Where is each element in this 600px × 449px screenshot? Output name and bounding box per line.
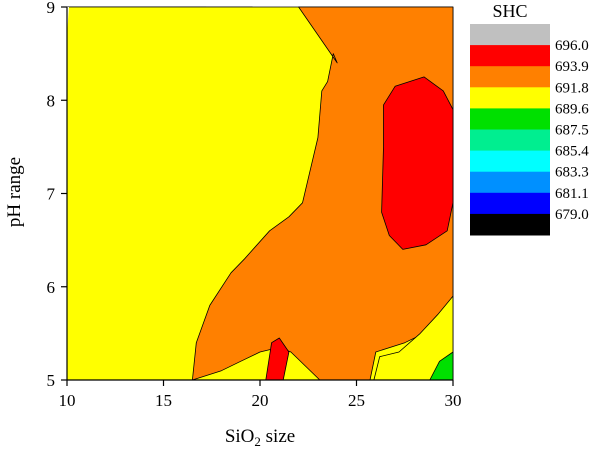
legend-level-687.5: 687.5 <box>555 123 589 139</box>
x-axis-label-main: SiO <box>225 426 255 447</box>
legend-level-696.0: 696.0 <box>555 38 589 54</box>
legend-title: SHC <box>492 1 527 21</box>
legend-level-693.9: 693.9 <box>555 59 589 75</box>
legend-labels: 696.0 693.9 691.8 689.6 687.5 685.4 683.3 681.1… <box>555 38 589 223</box>
x-axis-label: SiO2 size <box>225 426 295 449</box>
legend: SHC 696.0693.9691.8689.6687.5685.4683.36… <box>470 1 589 236</box>
x-tick-label-15: 15 <box>155 391 172 410</box>
x-tick-label-10: 10 <box>59 391 76 410</box>
legend-level-683.3: 683.3 <box>555 165 589 181</box>
legend-swatch-4 <box>470 108 550 130</box>
legend-swatch-9 <box>470 213 550 236</box>
contour-band-693.9-696.0-6 <box>381 76 454 250</box>
y-tick-label-7: 7 <box>47 185 56 204</box>
legend-swatches <box>470 24 550 236</box>
legend-level-685.4: 685.4 <box>555 144 589 160</box>
legend-swatch-2 <box>470 66 550 88</box>
legend-level-691.8: 691.8 <box>555 80 589 96</box>
x-axis-label-subscript: 2 <box>254 434 261 449</box>
x-tick-label-25: 25 <box>348 391 365 410</box>
legend-swatch-6 <box>470 150 550 173</box>
legend-swatch-7 <box>470 171 550 194</box>
legend-level-679.0: 679.0 <box>555 207 589 223</box>
legend-level-689.6: 689.6 <box>555 101 589 117</box>
legend-swatch-0 <box>470 24 550 46</box>
y-tick-label-9: 9 <box>47 0 56 17</box>
x-tick-label-30: 30 <box>445 391 462 410</box>
plot-area <box>66 6 454 381</box>
x-axis-label-tail: size <box>261 426 295 447</box>
y-tick-label-5: 5 <box>47 371 56 390</box>
legend-swatch-5 <box>470 129 550 152</box>
y-tick-label-6: 6 <box>47 278 56 297</box>
legend-swatch-3 <box>470 87 550 109</box>
legend-swatch-1 <box>470 45 550 67</box>
y-axis-label: pH range <box>4 157 25 227</box>
legend-level-681.1: 681.1 <box>555 186 589 202</box>
ticks: 10 15 20 25 30 5 6 7 8 9 <box>47 0 462 410</box>
x-tick-label-20: 20 <box>252 391 269 410</box>
y-tick-label-8: 8 <box>47 91 56 110</box>
legend-swatch-8 <box>470 192 550 215</box>
